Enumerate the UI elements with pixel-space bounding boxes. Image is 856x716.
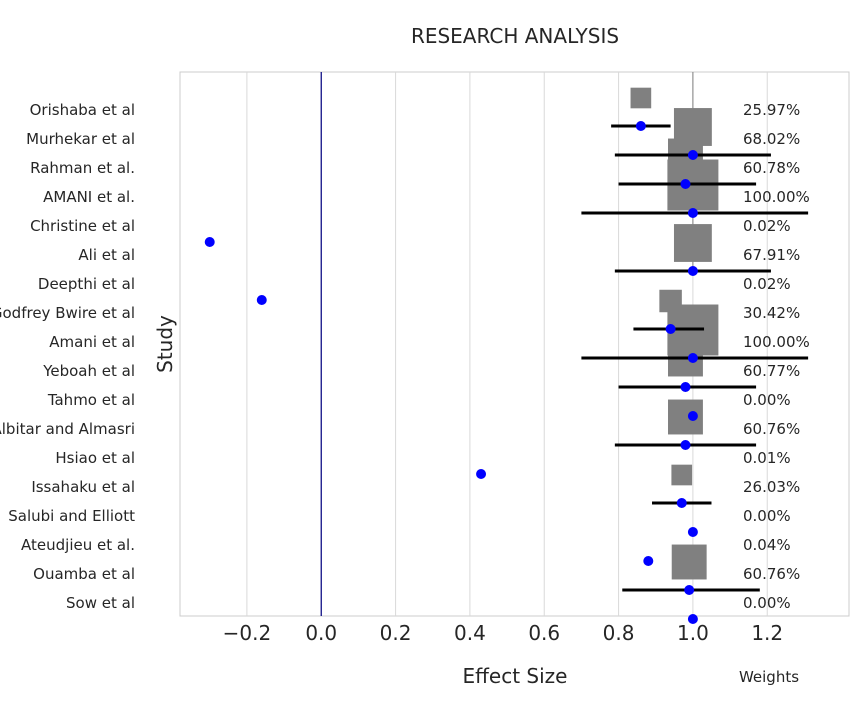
effect-point [687, 411, 698, 421]
x-tick-label: 0.0 [305, 621, 337, 645]
x-tick-label: 1.2 [751, 621, 783, 645]
weight-label: 60.76% [743, 565, 800, 583]
effect-point [680, 179, 691, 189]
weight-label: 0.00% [743, 507, 791, 525]
effect-point [687, 150, 698, 160]
effect-points [204, 121, 698, 624]
weight-label: 0.02% [743, 217, 791, 235]
study-label: Christine et al [30, 217, 135, 235]
effect-point [665, 324, 676, 334]
weights-label: Weights [739, 668, 799, 686]
study-label: Tahmo et al [47, 391, 135, 409]
study-label: Ateudjieu et al. [21, 536, 135, 554]
weight-label: 0.00% [743, 391, 791, 409]
x-tick-label: 0.2 [380, 621, 412, 645]
weight-box [673, 224, 712, 262]
effect-point [687, 353, 698, 363]
study-label: Deepthi et al [38, 275, 135, 293]
x-tick-labels: −0.2 0.0 0.2 0.4 0.6 0.8 1.0 1.2 [223, 621, 784, 645]
weight-box [671, 544, 707, 580]
weight-label: 0.04% [743, 536, 791, 554]
weight-label: 67.91% [743, 246, 800, 264]
effect-point [680, 440, 691, 450]
study-label: Ouamba et al [33, 565, 135, 583]
x-tick-label: 0.6 [528, 621, 560, 645]
effect-point [635, 121, 646, 131]
study-label: Salubi and Elliott [8, 507, 135, 525]
weight-label: 30.42% [743, 304, 800, 322]
study-label: Sow et al [66, 594, 135, 612]
effect-point [256, 295, 267, 305]
study-label: Albitar and Almasri [0, 420, 135, 438]
x-tick-label: 0.8 [603, 621, 635, 645]
plot-area [179, 71, 850, 617]
study-label: Rahman et al. [30, 159, 135, 177]
x-tick-label: 0.4 [454, 621, 486, 645]
weight-box [671, 464, 693, 486]
weight-label: 100.00% [743, 188, 810, 206]
weight-label: 60.76% [743, 420, 800, 438]
weight-box [630, 87, 652, 109]
weight-label: 68.02% [743, 130, 800, 148]
effect-point [687, 614, 698, 624]
x-axis-label: Effect Size [463, 664, 568, 688]
effect-point [676, 498, 687, 508]
study-label: Murhekar et al [26, 130, 135, 148]
weight-label: 100.00% [743, 333, 810, 351]
effect-point [684, 585, 695, 595]
weight-label: 60.77% [743, 362, 800, 380]
study-label: Ali et al [78, 246, 135, 264]
effect-point [204, 237, 215, 247]
effect-point [643, 556, 654, 566]
study-label: Issahaku et al [31, 478, 135, 496]
study-label: Orishaba et al [30, 101, 135, 119]
effect-point [687, 266, 698, 276]
weight-label: 0.00% [743, 594, 791, 612]
weight-labels: 25.97% 68.02% 60.78% 100.00% 0.02% 67.91% 0.02… [743, 101, 810, 612]
study-label: Godfrey Bwire et al [0, 304, 135, 322]
weight-label: 25.97% [743, 101, 800, 119]
effect-point [687, 208, 698, 218]
weight-label: 60.78% [743, 159, 800, 177]
weight-label: 26.03% [743, 478, 800, 496]
study-labels: Orishaba et al Murhekar et al Rahman et al… [0, 101, 135, 612]
effect-point [687, 527, 698, 537]
effect-point [680, 382, 691, 392]
x-tick-label: −0.2 [223, 621, 272, 645]
study-label: Yeboah et al [42, 362, 135, 380]
effect-point [476, 469, 487, 479]
study-label: Amani et al [49, 333, 135, 351]
chart-title: RESEARCH ANALYSIS [411, 24, 619, 48]
weight-label: 0.01% [743, 449, 791, 467]
study-label: AMANI et al. [43, 188, 135, 206]
x-tick-label: 1.0 [677, 621, 709, 645]
study-label: Hsiao et al [55, 449, 135, 467]
y-axis-label: Study [153, 315, 177, 373]
weight-label: 0.02% [743, 275, 791, 293]
